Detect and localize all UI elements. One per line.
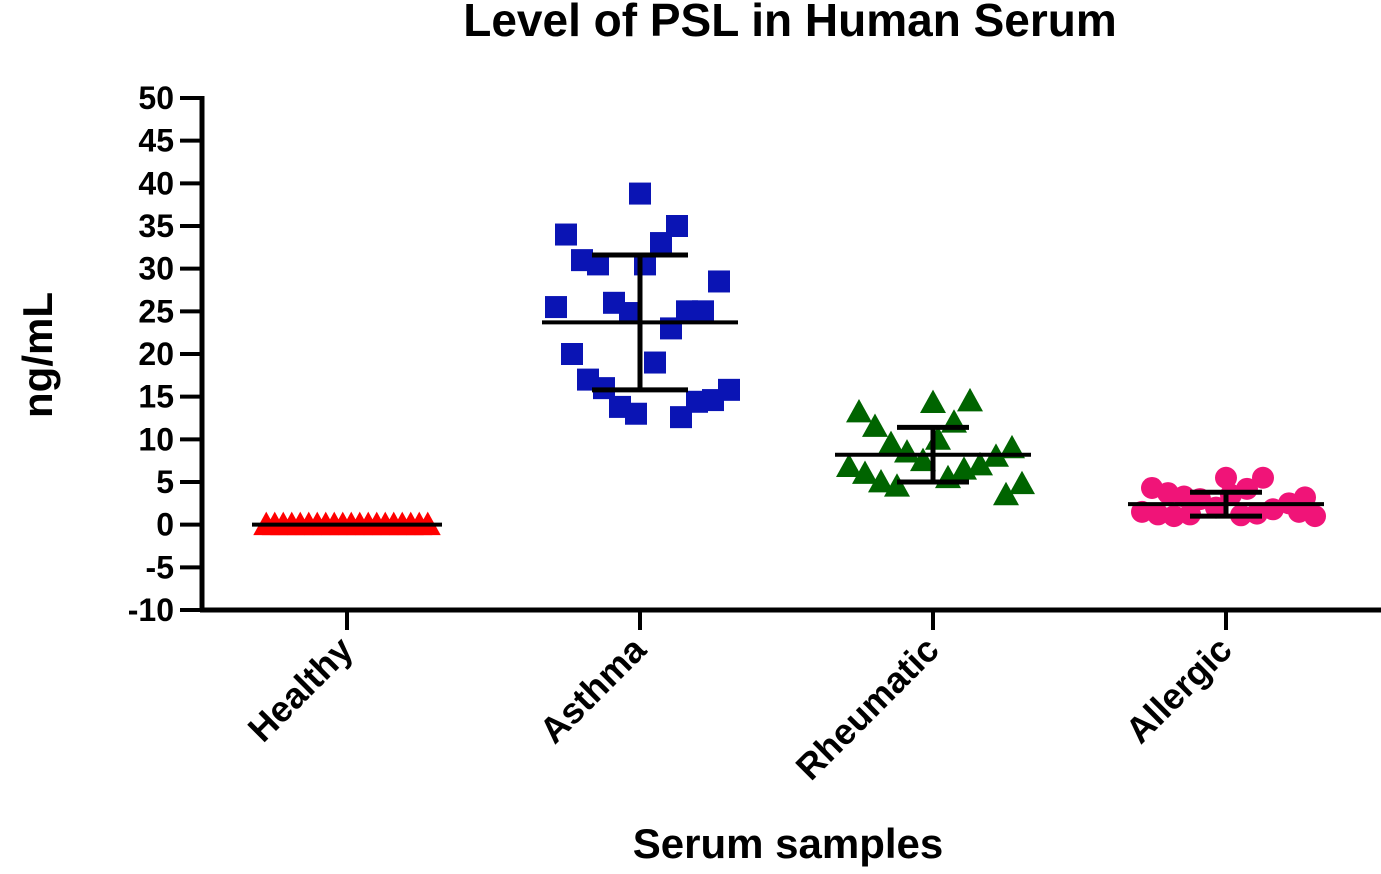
data-point xyxy=(619,302,641,325)
data-point xyxy=(1163,505,1185,528)
data-point xyxy=(629,182,651,205)
data-point xyxy=(868,469,894,493)
data-point xyxy=(999,434,1025,459)
data-point xyxy=(951,456,977,480)
x-tick-label: Allergic xyxy=(1117,629,1239,751)
x-tick-label: Asthma xyxy=(531,628,654,751)
y-tick-label: 45 xyxy=(138,123,174,159)
x-tick-label: Healthy xyxy=(240,629,361,750)
data-point xyxy=(852,460,878,484)
data-point xyxy=(625,402,647,425)
data-point xyxy=(644,351,666,374)
data-point xyxy=(920,389,946,414)
data-point xyxy=(993,481,1019,506)
data-point xyxy=(1147,503,1169,526)
data-point xyxy=(957,387,983,412)
y-tick-label: -10 xyxy=(128,592,174,628)
data-point xyxy=(862,413,888,437)
data-point xyxy=(587,253,609,276)
data-point xyxy=(555,223,577,246)
x-tick-label: Rheumatic xyxy=(788,629,947,788)
chart-title: Level of PSL in Human Serum xyxy=(463,0,1117,46)
y-tick-label: 10 xyxy=(138,421,174,457)
data-point xyxy=(846,399,872,423)
data-point xyxy=(910,447,936,472)
y-tick-label: 30 xyxy=(138,251,174,287)
y-tick-label: 20 xyxy=(138,336,174,372)
data-point xyxy=(708,270,730,293)
y-tick-label: 0 xyxy=(156,507,174,543)
data-point xyxy=(967,451,993,476)
data-point xyxy=(878,430,904,454)
data-point xyxy=(1009,470,1035,495)
y-tick-label: -5 xyxy=(146,549,174,585)
y-tick-label: 25 xyxy=(138,293,174,329)
data-point xyxy=(666,215,688,237)
data-point xyxy=(1215,466,1237,489)
data-point xyxy=(561,343,583,365)
data-point xyxy=(545,296,567,319)
y-axis-label: ng/mL xyxy=(14,292,61,418)
data-point xyxy=(1252,466,1274,489)
data-point xyxy=(1288,500,1310,523)
x-axis-label: Serum samples xyxy=(633,820,944,867)
data-point xyxy=(670,406,692,429)
data-point xyxy=(676,300,698,323)
y-tick-label: 5 xyxy=(156,464,174,500)
data-point xyxy=(1246,502,1268,525)
data-point xyxy=(650,232,672,255)
y-tick-label: 15 xyxy=(138,379,174,415)
data-point xyxy=(836,453,862,478)
data-point xyxy=(884,473,910,497)
y-tick-label: 40 xyxy=(138,165,174,201)
y-tick-label: 50 xyxy=(138,80,174,116)
data-point xyxy=(1205,496,1227,519)
y-tick-label: 35 xyxy=(138,208,174,244)
